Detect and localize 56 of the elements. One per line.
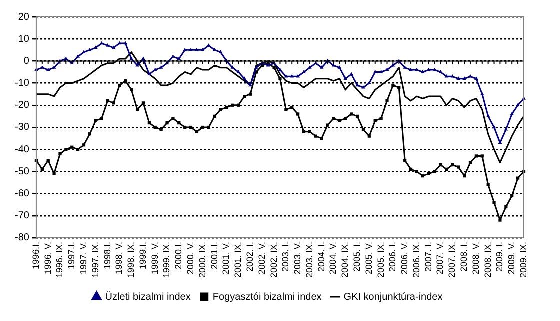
x-tick-label: 2005. IX.	[376, 242, 386, 278]
x-tick-label: 2007. IX.	[447, 242, 458, 278]
x-tick-label: 1996.I.	[30, 242, 41, 270]
x-tick-label: 2003. I.	[280, 242, 291, 272]
y-tick-label: -60	[15, 188, 30, 200]
x-tick-label: 2001. V.	[221, 242, 232, 275]
x-tick-label: 2005. I.	[352, 242, 362, 272]
y-tick-label: 20	[18, 12, 30, 23]
x-tick-label: 1997. V.	[78, 242, 89, 275]
x-tick-label: 2001.I.	[209, 242, 220, 270]
x-tick-label: 1997.I.	[66, 242, 77, 270]
x-tick-label: 1997. IX.	[90, 242, 100, 278]
x-tick-label: 2000. V.	[186, 242, 196, 275]
x-tick-label: 2004. IX.	[340, 242, 350, 278]
x-tick-label: 2008. I.	[459, 242, 470, 272]
x-tick-label: 1998.I.	[102, 242, 112, 270]
legend-label: GKI konjunktúra-index	[344, 292, 443, 303]
x-tick-label: 1999.I.	[138, 242, 148, 270]
x-tick-label: 2006. V.	[400, 242, 410, 275]
x-tick-label: 1999. V.	[150, 242, 160, 275]
x-tick-label: 2006. I.	[388, 242, 398, 272]
x-tick-label: 2009. IX.	[518, 242, 528, 278]
x-tick-label: 2000.I.	[174, 242, 184, 270]
x-tick-label: 2005. V.	[364, 242, 374, 275]
x-tick-label: 2008. V.	[470, 242, 481, 275]
y-tick-label: -70	[15, 210, 30, 222]
y-tick-label: -10	[15, 78, 30, 90]
x-tick-label: 2003. IX.	[304, 242, 314, 278]
legend-label: Üzleti bizalmi index	[105, 290, 191, 303]
x-tick-label: 2001. IX.	[233, 242, 244, 278]
x-tick-label: 2002. I.	[244, 242, 255, 272]
x-tick-label: 2002. V.	[256, 242, 267, 275]
x-tick-label: 1999. IX.	[162, 242, 172, 278]
x-tick-label: 1996. V.	[42, 242, 53, 275]
y-tick-label: -30	[15, 122, 30, 134]
x-tick-label: 2004. I.	[316, 242, 326, 272]
legend-label: Fogyasztói bizalmi index	[212, 292, 322, 303]
y-tick-label: -20	[15, 100, 30, 112]
x-tick-label: 2009. V.	[506, 242, 517, 275]
x-tick-label: 1998. IX.	[126, 242, 136, 278]
x-tick-label: 2008. IX.	[482, 242, 493, 278]
x-tick-label: 2000. IX.	[197, 242, 208, 278]
y-tick-label: -40	[15, 144, 30, 156]
y-tick-label: -80	[15, 232, 30, 244]
x-tick-label: 2002. IX.	[268, 242, 279, 278]
x-tick-label: 2006. IX.	[411, 242, 422, 278]
x-tick-label: 2007. I.	[423, 242, 434, 272]
x-tick-label: 2007. V.	[435, 242, 446, 275]
y-tick-label: -50	[15, 166, 30, 178]
x-tick-label: 2003. V.	[292, 242, 303, 275]
x-tick-label: 2004. V.	[328, 242, 338, 275]
x-tick-label: 1996. IX.	[54, 242, 65, 278]
y-tick-label: 10	[18, 34, 30, 45]
y-tick-label: 0	[24, 56, 30, 67]
x-tick-label: 1998. V.	[114, 242, 124, 275]
x-tick-label: 2009. I.	[494, 242, 505, 272]
